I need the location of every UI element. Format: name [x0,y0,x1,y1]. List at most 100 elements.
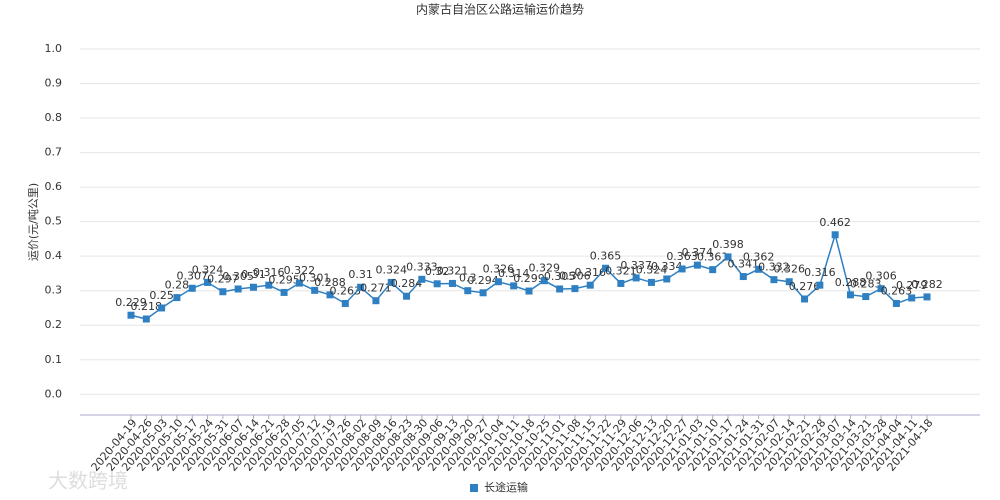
point [801,295,809,303]
data-label: 0.271 [360,282,392,295]
data-label: 0.284 [391,277,423,290]
point [372,297,380,305]
point [846,291,854,299]
point [617,279,625,287]
legend-label: 长途运输 [484,480,528,494]
data-label: 0.324 [375,263,407,276]
point [908,294,916,302]
y-tick-label: 0.2 [45,318,63,331]
data-label: 0.294 [467,274,499,287]
data-label: 0.263 [330,284,362,297]
point [158,304,166,312]
point [173,294,181,302]
point [234,285,242,293]
point [862,293,870,301]
data-label: 0.31 [348,268,373,281]
point [249,283,257,291]
point [785,278,793,286]
data-label: 0.306 [865,270,897,283]
data-label: 0.297 [207,273,239,286]
data-label: 0.229 [115,296,147,309]
point [387,278,395,286]
data-label: 0.316 [804,266,836,279]
point [831,231,839,239]
data-label: 0.263 [881,284,913,297]
data-label: 0.322 [284,264,316,277]
y-tick-label: 0.6 [45,180,63,193]
y-tick-label: 1.0 [45,42,63,55]
data-label: 0.279 [896,279,928,292]
point [479,289,487,297]
data-label: 0.218 [131,300,163,313]
point [341,299,349,307]
point [540,277,548,285]
point [739,273,747,281]
data-label: 0.326 [773,263,805,276]
point [295,279,303,287]
point [816,281,824,289]
point [556,285,564,293]
point [755,265,763,273]
data-label: 0.288 [835,276,867,289]
data-label: 0.3 [459,272,477,285]
point [586,281,594,289]
point [142,315,150,323]
point [188,284,196,292]
point [571,285,579,293]
point [510,282,518,290]
data-label: 0.321 [437,264,469,277]
point [770,276,778,284]
data-label: 0.329 [529,262,561,275]
chart-title: 内蒙古自治区公路运输运价趋势 [416,2,584,17]
point [464,287,472,295]
y-tick-label: 0.1 [45,353,63,366]
data-label: 0.305 [544,270,576,283]
point [647,278,655,286]
y-tick-label: 0.3 [45,284,63,297]
data-label: 0.31 [241,268,266,281]
watermark: 大数跨境 [48,469,128,493]
data-label: 0.306 [559,270,591,283]
point [357,283,365,291]
data-label: 0.398 [712,238,744,251]
data-label: 0.316 [574,266,606,279]
data-label: 0.324 [192,263,224,276]
data-label: 0.333 [406,260,438,273]
y-tick-label: 0.5 [45,215,63,228]
point [724,253,732,261]
point [280,288,288,296]
y-tick-label: 0.4 [45,249,63,262]
point [311,286,319,294]
data-label: 0.324 [636,263,668,276]
data-label: 0.321 [605,264,637,277]
point [632,274,640,282]
y-axis-label: 运价(元/吨公里) [27,183,40,261]
data-label: 0.301 [299,271,331,284]
point [663,275,671,283]
y-tick-label: 0.0 [45,387,63,400]
data-label: 0.326 [483,263,515,276]
data-label: 0.307 [176,269,208,282]
point [127,311,135,319]
data-label: 0.25 [149,289,174,302]
data-label: 0.341 [728,258,760,271]
data-label: 0.288 [314,276,346,289]
data-label: 0.365 [590,249,622,262]
data-label: 0.374 [682,246,714,259]
data-label: 0.316 [253,266,285,279]
point [678,265,686,273]
point [403,292,411,300]
point [923,293,931,301]
legend-marker [470,484,478,492]
point [602,264,610,272]
point [448,279,456,287]
y-tick-label: 0.9 [45,77,63,90]
point [418,275,426,283]
point [326,291,334,299]
point [693,261,701,269]
data-label: 0.363 [666,250,698,263]
point [265,281,273,289]
point [892,299,900,307]
point [525,287,533,295]
